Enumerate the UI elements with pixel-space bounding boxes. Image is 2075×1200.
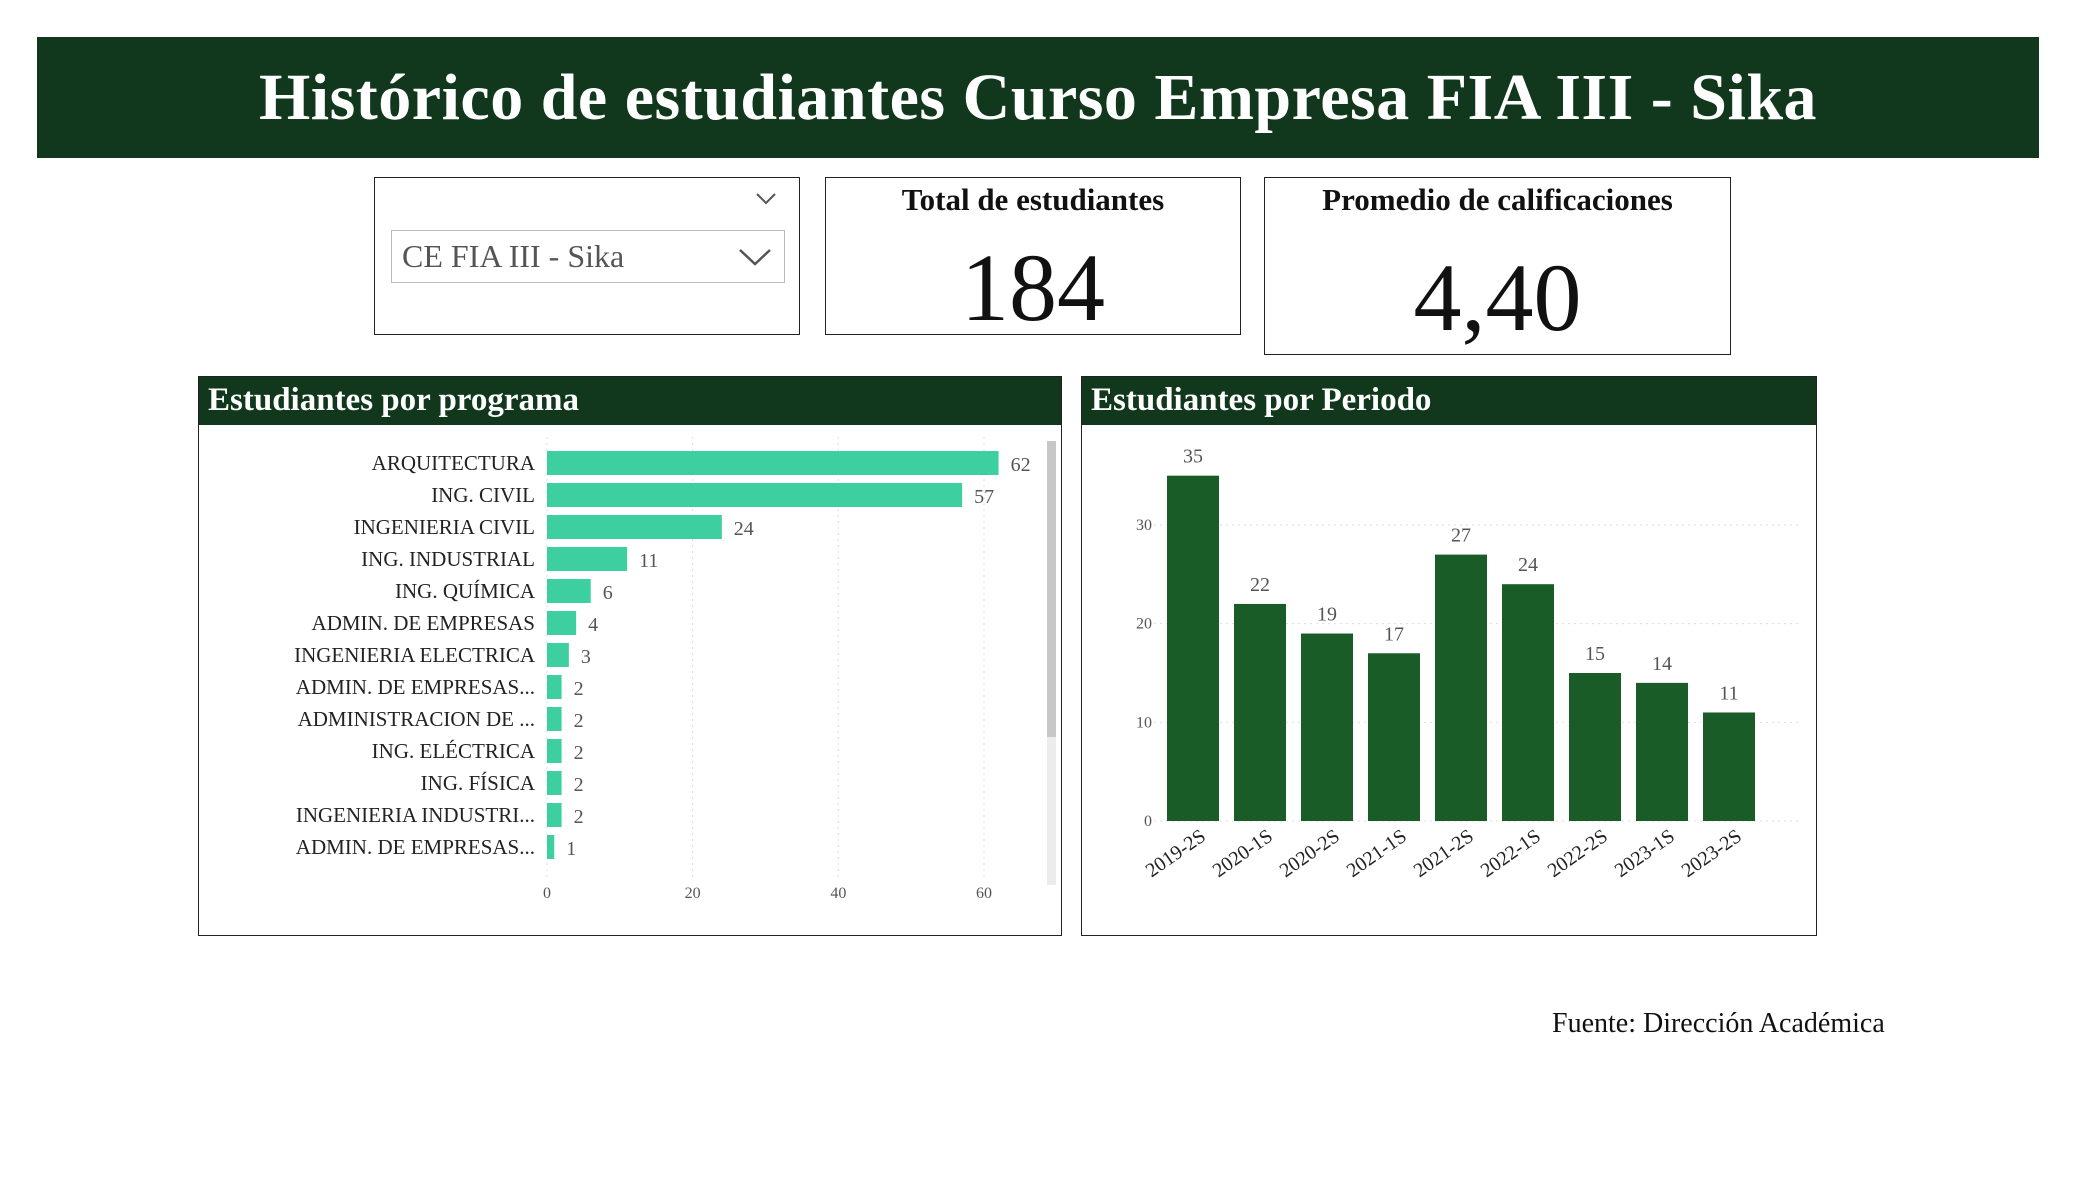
kpi-value: 4,40 xyxy=(1413,244,1582,351)
chevron-down-icon[interactable] xyxy=(738,247,772,267)
data-label: 22 xyxy=(1250,574,1270,596)
bar xyxy=(547,739,562,763)
bar xyxy=(547,611,577,635)
bar xyxy=(547,675,562,699)
x-tick-label: 20 xyxy=(685,885,701,902)
y-tick-label: 0 xyxy=(1144,813,1152,830)
data-label: 2 xyxy=(574,710,584,732)
category-label: 2023-2S xyxy=(1678,825,1746,882)
bar xyxy=(547,515,722,539)
bar xyxy=(1636,682,1688,821)
category-label: 2023-1S xyxy=(1611,825,1679,882)
category-label: 2019-2S xyxy=(1142,825,1210,882)
data-label: 1 xyxy=(566,838,576,860)
bar xyxy=(547,579,591,603)
data-label: 11 xyxy=(1719,682,1738,704)
students-by-program-panel: Estudiantes por programa 0 20 40 60 ARQUITEC… xyxy=(198,376,1062,936)
data-label: 11 xyxy=(639,550,658,572)
bar xyxy=(547,483,963,507)
bar xyxy=(1569,673,1621,821)
chevron-down-icon[interactable] xyxy=(755,192,777,206)
students-by-period-panel: Estudiantes por Periodo 0 10 20 30 35 2019-2S… xyxy=(1081,376,1817,936)
bar xyxy=(547,451,999,475)
category-label: ADMIN. DE EMPRESAS... xyxy=(296,835,535,859)
y-tick-label: 30 xyxy=(1136,517,1152,534)
bar xyxy=(547,803,562,827)
bar xyxy=(1703,712,1755,821)
bar xyxy=(1167,475,1219,821)
category-label: ING. CIVIL xyxy=(431,483,535,507)
category-label: ADMINISTRACION DE ... xyxy=(298,707,535,731)
category-label: ING. FÍSICA xyxy=(421,771,536,795)
data-label: 24 xyxy=(734,518,754,540)
total-students-card: Total de estudiantes 184 xyxy=(825,177,1241,341)
data-label: 4 xyxy=(588,614,598,636)
data-label: 62 xyxy=(1011,454,1031,476)
category-label: 2020-2S xyxy=(1276,825,1344,882)
x-tick-label: 40 xyxy=(830,885,846,902)
category-label: ARQUITECTURA xyxy=(372,451,536,475)
bar xyxy=(547,547,628,571)
category-label: ING. INDUSTRIAL xyxy=(361,547,535,571)
category-label: ADMIN. DE EMPRESAS... xyxy=(296,675,535,699)
bar xyxy=(1502,584,1554,821)
program-slicer[interactable]: CE FIA III - Sika xyxy=(374,177,800,335)
data-label: 27 xyxy=(1451,525,1471,547)
y-tick-label: 20 xyxy=(1136,616,1152,633)
category-label: INGENIERIA ELECTRICA xyxy=(294,643,536,667)
x-tick-label: 0 xyxy=(543,885,551,902)
category-label: INGENIERIA INDUSTRI... xyxy=(296,803,535,827)
category-label: ING. QUÍMICA xyxy=(395,579,536,603)
data-label: 6 xyxy=(603,582,613,604)
bar xyxy=(547,643,569,667)
data-label: 19 xyxy=(1317,604,1337,626)
bar xyxy=(547,707,562,731)
data-label: 2 xyxy=(574,742,584,764)
category-label: ADMIN. DE EMPRESAS xyxy=(312,611,535,635)
bar xyxy=(1368,653,1420,821)
category-label: 2022-2S xyxy=(1544,825,1612,882)
bar xyxy=(547,771,562,795)
bar xyxy=(1234,603,1286,821)
category-label: 2021-2S xyxy=(1410,825,1478,882)
y-tick-label: 10 xyxy=(1136,714,1152,731)
students-by-period-chart: 0 10 20 30 35 2019-2S 22 2020-1S 19 2020-2S 17 2021… xyxy=(1136,446,1800,882)
chart-title: Estudiantes por Periodo xyxy=(1082,377,1816,425)
kpi-title: Total de estudiantes xyxy=(901,182,1165,217)
x-tick-label: 60 xyxy=(976,885,992,902)
data-label: 15 xyxy=(1585,643,1605,665)
kpi-title: Promedio de calificaciones xyxy=(1322,182,1673,217)
bar xyxy=(547,835,555,859)
category-label: 2021-1S xyxy=(1343,825,1411,882)
data-label: 2 xyxy=(574,806,584,828)
average-grade-card: Promedio de calificaciones 4,40 xyxy=(1264,177,1731,355)
bar xyxy=(1435,554,1487,821)
bar xyxy=(1301,633,1353,821)
category-label: 2022-1S xyxy=(1477,825,1545,882)
scrollbar-thumb xyxy=(1047,441,1056,737)
data-label: 24 xyxy=(1518,554,1538,576)
source-note: Fuente: Dirección Académica xyxy=(1552,1008,1885,1039)
data-label: 2 xyxy=(574,774,584,796)
slicer-selected-value: CE FIA III - Sika xyxy=(402,238,625,274)
kpi-value: 184 xyxy=(961,234,1105,341)
data-label: 57 xyxy=(974,486,994,508)
data-label: 14 xyxy=(1652,653,1672,675)
page-title: Histórico de estudiantes Curso Empresa F… xyxy=(258,60,1818,134)
data-label: 3 xyxy=(581,646,591,668)
chart-title: Estudiantes por programa xyxy=(199,377,1061,425)
category-label: INGENIERIA CIVIL xyxy=(354,515,535,539)
category-label: 2020-1S xyxy=(1209,825,1277,882)
data-label: 2 xyxy=(574,678,584,700)
slicer-dropdown[interactable]: CE FIA III - Sika xyxy=(391,230,785,283)
data-label: 35 xyxy=(1183,446,1203,468)
category-label: ING. ELÉCTRICA xyxy=(372,739,536,763)
data-label: 17 xyxy=(1384,623,1404,645)
title-banner: Histórico de estudiantes Curso Empresa F… xyxy=(37,37,2039,158)
